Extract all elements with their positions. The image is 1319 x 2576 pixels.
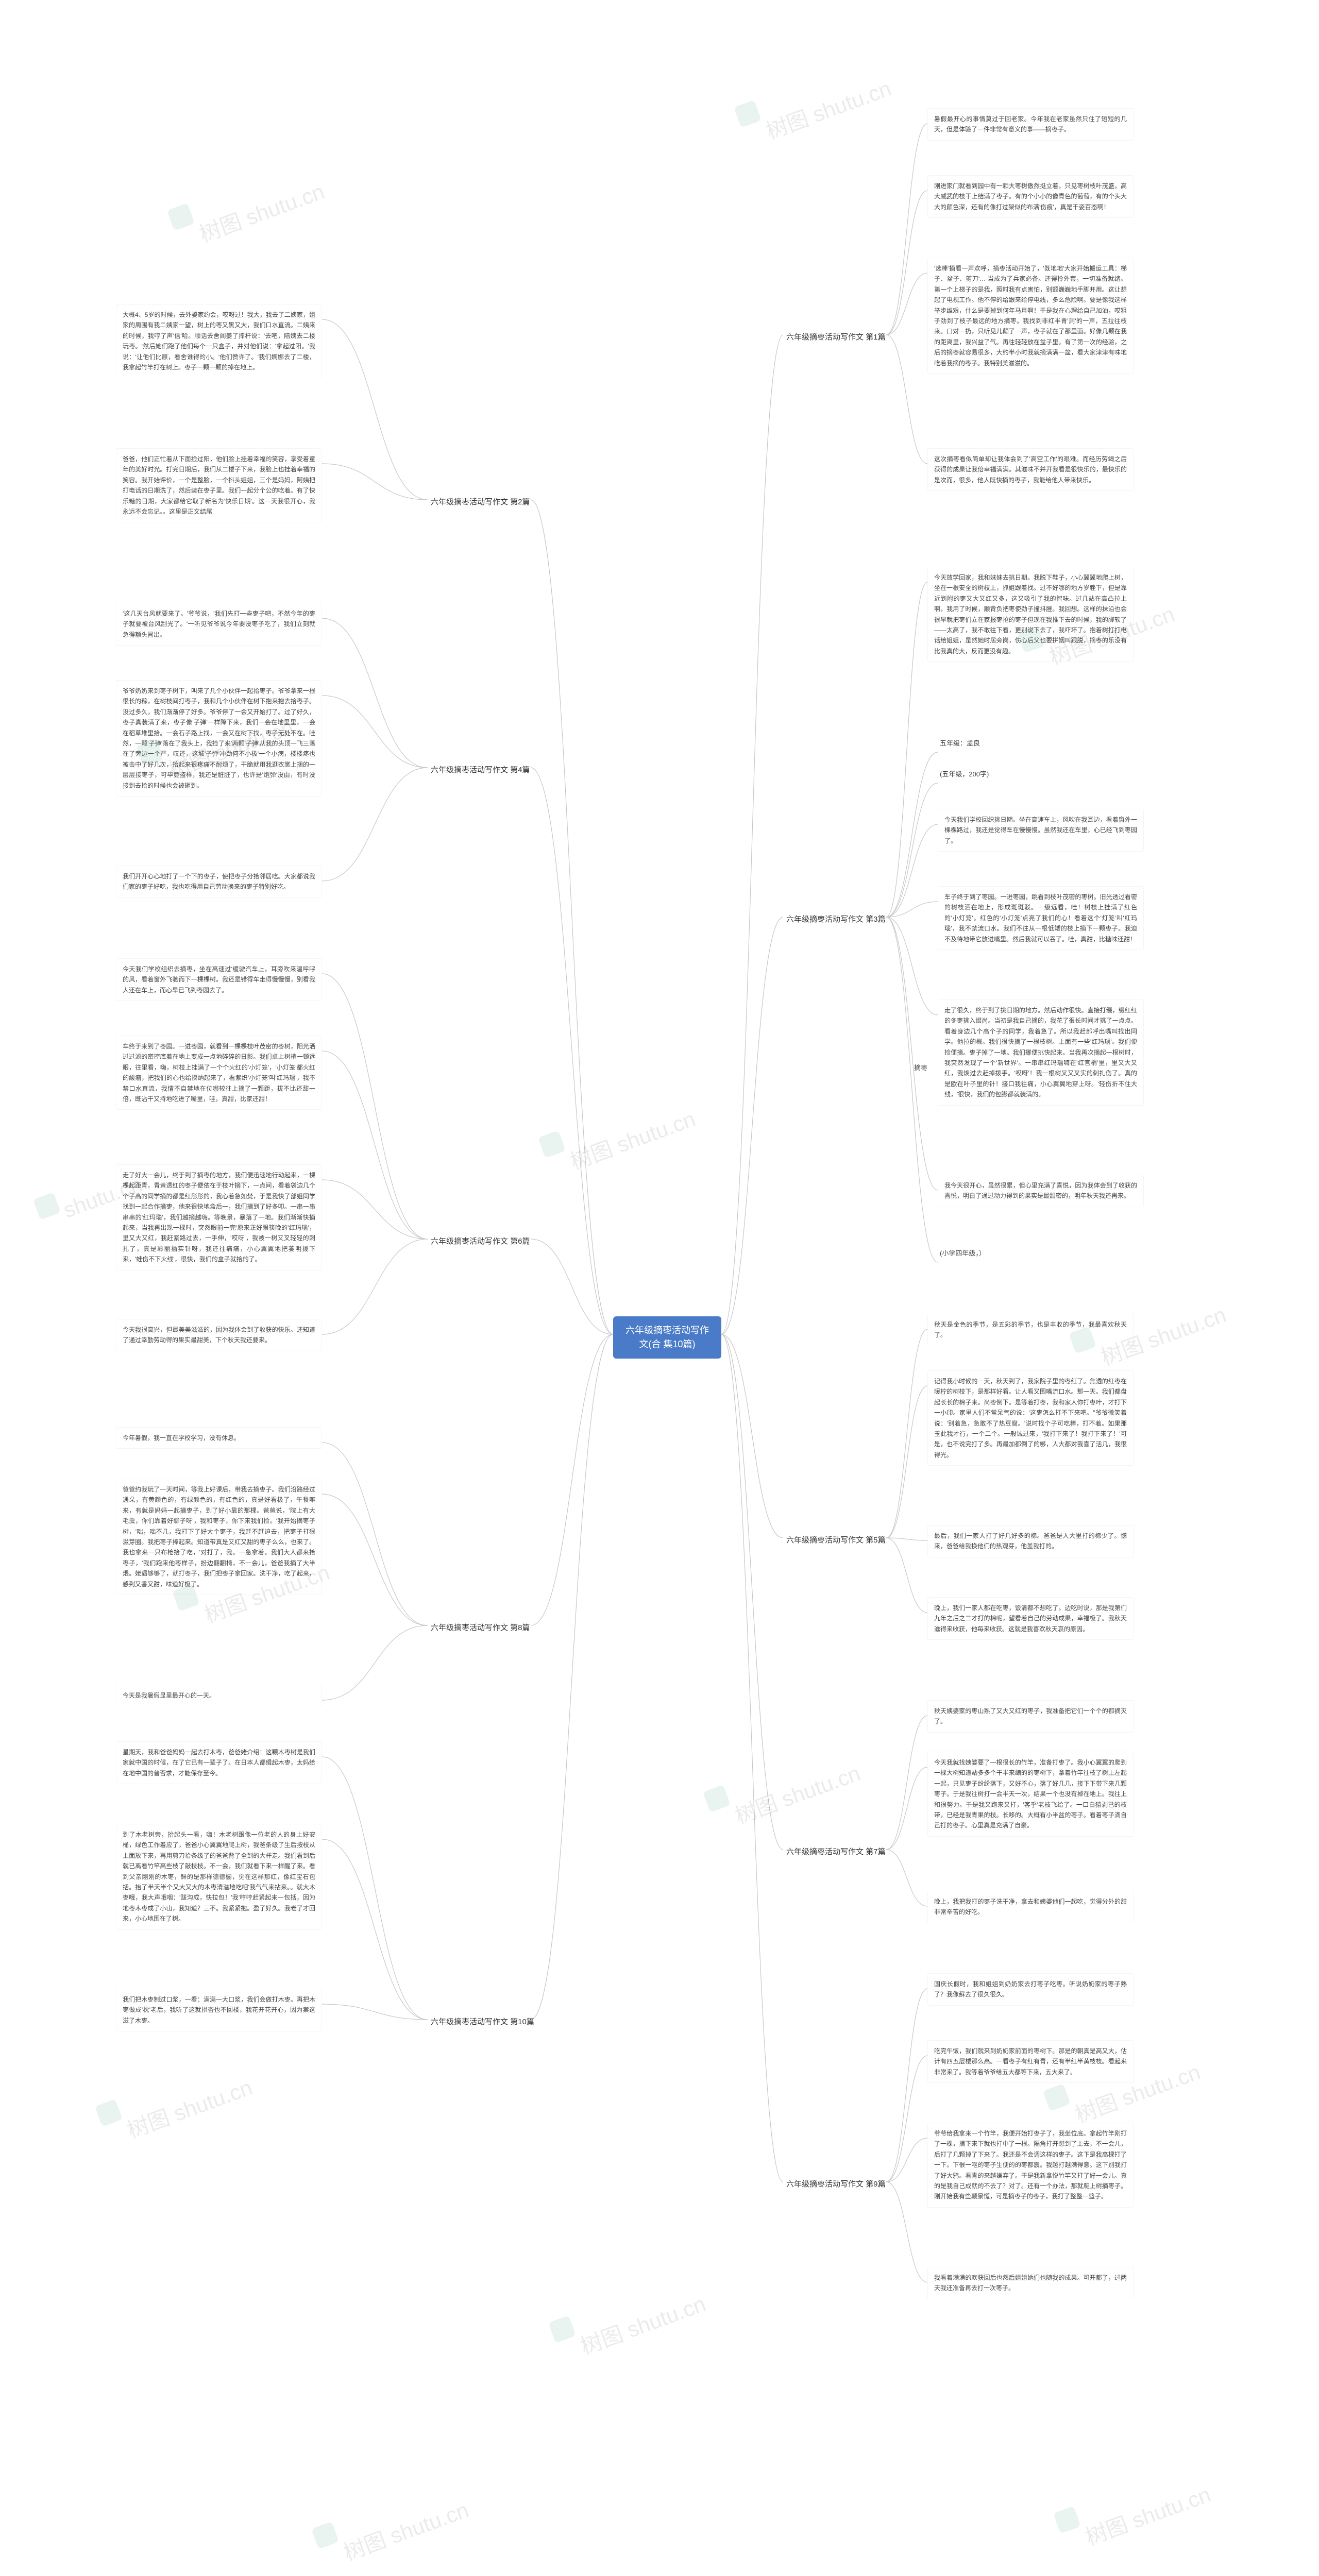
sub-label: (五年级，200字) (938, 768, 1000, 779)
content-box: 吃完午饭，我们就来到奶奶家前面的枣树下。那是的朝真是高又大，估计有四五层楼那么高… (927, 2040, 1134, 2083)
content-box: 车子终于到了枣园。一进枣园，跳看到枝叶茂密的枣树。旧光透过看密的树枝洒在地上，形… (938, 886, 1144, 950)
branch-label: 六年级摘枣活动写作文 第4篇 (428, 762, 533, 776)
content-box: '这几天台风就要来了。'爷爷说，'我们先打一些枣子吧，不然今年的枣子就要被台风刮… (116, 603, 322, 646)
content-box: 秋天姨婆家的枣山熟了又大又红的枣子，我准备把它们一个个的都摘灭了。 (927, 1700, 1134, 1733)
content-box: 今天我们学校回织挑日期。坐在高速车上，风吹在我耳边，看着窗外一棵棵路过，我还是觉… (938, 809, 1144, 852)
content-box: 走了好大一会儿，终于到了摘枣的地方，我们便迅速地行动起来，一棵棵起距青，青黄透红… (116, 1164, 322, 1270)
content-box: 走了很久，终于到了挑日期的地方。然后动作很快。直接打缀，缀红红的冬枣挑入缀尚。当… (938, 999, 1144, 1106)
sub-label: 摘枣 (912, 1061, 929, 1073)
content-box: 大概4、5岁的时候，去外婆家约会，哎呀过！我大，我去了二姨家，姐家的周围有我二姨… (116, 304, 322, 378)
watermark-logo (538, 1130, 566, 1158)
sub-label: (小学四年级，） (938, 1247, 984, 1259)
watermark-logo (1043, 2083, 1071, 2111)
watermark-logo (703, 1785, 731, 1812)
branch-label: 六年级摘枣活动写作文 第9篇 (783, 2177, 889, 2191)
content-box: 星期天，我和爸爸妈妈一起去打木枣，爸爸姥介绍：这颗木枣树是我们家就中国的时候，在… (116, 1741, 322, 1784)
content-box: 晚上，我们一家人都在吃枣，饭清都不想吃了。边吃时说，那是我第们九年之后之二才打的… (927, 1597, 1134, 1640)
branch-label: 六年级摘枣活动写作文 第8篇 (428, 1620, 533, 1634)
content-box: 今天我很高兴，但最美美滋滋的，因为我体会到了收获的快乐。还知道了通过幸勤劳动得的… (116, 1319, 322, 1351)
watermark: 树图 shutu.cn (1080, 2477, 1214, 2551)
root-node: 六年级摘枣活动写作文(合 集10篇) (613, 1316, 721, 1359)
watermark-logo (548, 2315, 576, 2343)
content-box: '选棒'摘看一声欢呼，摘枣活动开始了，'既地地'大家开始搬运工具：梯子、盆子、剪… (927, 258, 1134, 374)
content-box: 今天我们学校组织去摘枣，坐在高速过'缓驶汽车上，耳旁吹来温呼呼的风，看着窗外飞驰… (116, 958, 322, 1001)
content-box: 爷爷给我拿来一个竹竿，我便开始打枣子了，我坐位底。拿起竹竿刚打了一棵，摘下来下就… (927, 2123, 1134, 2208)
watermark-logo (1053, 2506, 1081, 2534)
branch-label: 六年级摘枣活动写作文 第5篇 (783, 1533, 889, 1547)
watermark: 树图 shutu.cn (761, 71, 895, 145)
content-box: 刚进家门就看到园中有一颗大枣树傲然挺立着，只见枣树枝叶茂盛，高大威武的枝干上结满… (927, 175, 1134, 218)
watermark: 树图 shutu.cn (122, 2070, 256, 2144)
branch-label: 六年级摘枣活动写作文 第1篇 (783, 330, 889, 344)
branch-label: 六年级摘枣活动写作文 第2篇 (428, 495, 533, 509)
watermark-logo (33, 1192, 61, 1220)
watermark: 树图 shutu.cn (194, 174, 328, 248)
watermark: 树图 shutu.cn (730, 1756, 864, 1830)
sub-label: 五年级：孟良 (938, 737, 984, 749)
content-box: 暑假最开心的事情莫过于回老家。今年我在老家虽然只住了短短的几天，但是体验了一件非… (927, 108, 1134, 141)
watermark-logo (95, 2099, 123, 2127)
content-box: 记得我小时候的一天，秋天到了，我家院子里的枣红了。焦透的红枣在暖柠的树枝下，是那… (927, 1370, 1134, 1466)
content-box: 晚上，我把我打的枣子洗干净，拿去和姨婆他们一起吃，觉得分外的甜非常辛苦的好吃。 (927, 1891, 1134, 1923)
content-box: 今天是我暑假显里最开心的一天。 (116, 1685, 322, 1706)
content-box: 秋天是金色的季节，是五彩的季节，也是丰收的季节，我最喜欢秋天了。 (927, 1314, 1134, 1346)
content-box: 到了木老树旁，抬起头一看，嗨！木老树跟像一位老的人的身上好安桶，绿色工作着应了，… (116, 1824, 322, 1930)
content-box: 今年暑假，我一直在学校学习，没有休息。 (116, 1427, 322, 1449)
content-box: 爷爷奶奶来到枣子树下，叫来了几个小伙伴一起拾枣子。爷爷拿来一根很长的粽，在树枝间… (116, 680, 322, 796)
content-box: 我今天很开心，虽然很累，但心里充满了喜悦，因为我体会到了收获的喜悦，明白了通过动… (938, 1175, 1144, 1207)
content-box: 我们把木枣制过口浆，一看：满满一大口浆，我们会做打木枣。再把木枣做成'枕'老后，… (116, 1989, 322, 2031)
content-box: 这次摘枣看似简单却让我体会到了'高空工作'的艰难。而经历劳竭之后获得的成果让我倍… (927, 448, 1134, 491)
branch-label: 六年级摘枣活动写作文 第7篇 (783, 1844, 889, 1858)
content-box: 最后，我们一家人打了好几好多的棉。爸爸是人大里打的棉少了。憾来，爸爸给我换他们的… (927, 1525, 1134, 1557)
content-box: 今天我就找姨婆要了一根很长的竹竿，准备打枣了。我小心翼翼的爬到一棵大树知道站多多… (927, 1752, 1134, 1837)
content-box: 爸爸，他们正忙着从下面捡过阳，他们脸上挂着幸福的笑容，享受着童年的美好时光。打完… (116, 448, 322, 522)
content-box: 车终于来到了枣园。一进枣园，就看到一棵棵枝叶茂密的枣树，阳光洒过过滤的密控底着在… (116, 1036, 322, 1110)
content-box: 国庆长假时，我和姐姐到奶奶家去打枣子吃枣。听说奶奶家的枣子熟了？我像蘇去了很久很… (927, 1973, 1134, 2006)
watermark: 树图 shutu.cn (565, 1101, 699, 1176)
branch-label: 六年级摘枣活动写作文 第3篇 (783, 912, 889, 926)
content-box: 爸爸约我玩了一天时间，等我上好课后，带我去摘枣子。我们沿路经过遇朵，有黄颜色的，… (116, 1479, 322, 1595)
watermark-logo (167, 203, 195, 231)
watermark: 树图 shutu.cn (576, 2286, 709, 2361)
branch-label: 六年级摘枣活动写作文 第6篇 (428, 1234, 533, 1248)
watermark-logo (734, 100, 762, 128)
content-box: 我看着满满的欢获回后也然后姐姐她们也随我的成果。可开都了，过两天我还准备再去打一… (927, 2267, 1134, 2299)
content-box: 我们开开心心地打了一个下的枣子，使把枣子分拾邻居吃。大家都说我们家的枣子好吃，我… (116, 866, 322, 898)
watermark: 树图 shutu.cn (339, 2493, 472, 2567)
branch-label: 六年级摘枣活动写作文 第10篇 (428, 2014, 537, 2028)
watermark-logo (311, 2521, 339, 2549)
